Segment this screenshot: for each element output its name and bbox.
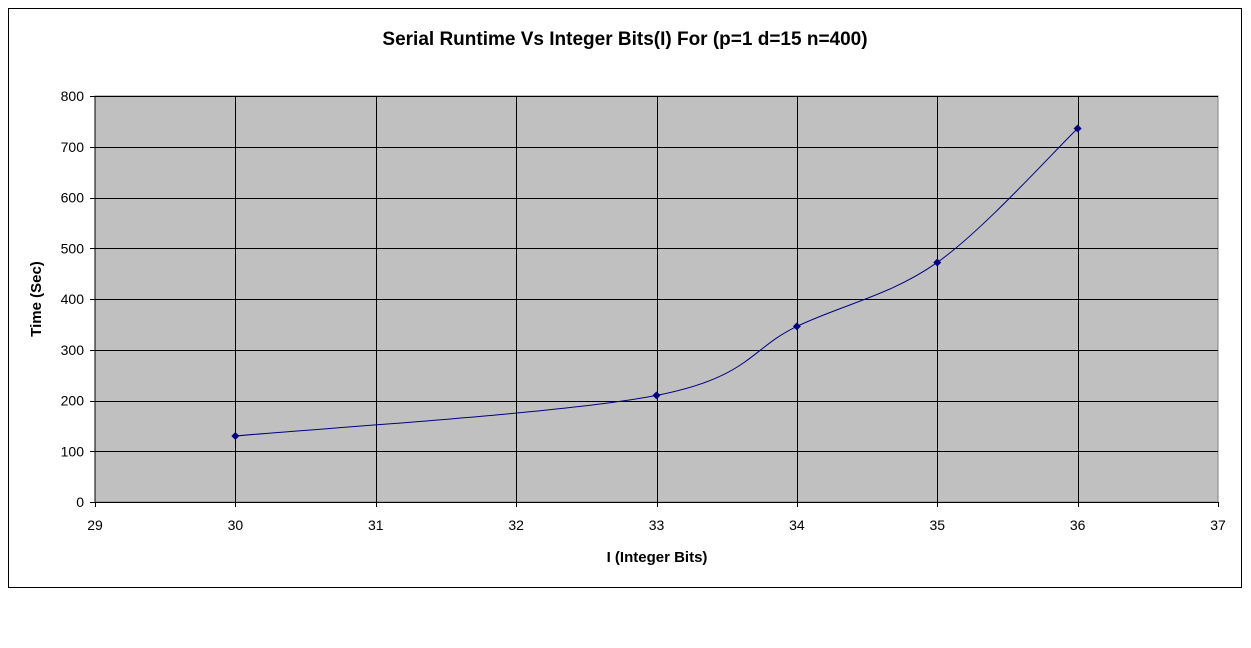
x-tick-label: 37	[1210, 517, 1226, 533]
y-tick-label: 600	[61, 190, 85, 206]
series-layer	[231, 124, 1082, 441]
y-tick-label: 300	[61, 342, 85, 358]
y-tick-label: 100	[61, 443, 85, 459]
data-point	[933, 258, 942, 267]
x-tick-label: 29	[87, 517, 103, 533]
y-tick-label: 200	[61, 393, 85, 409]
x-tick-label: 35	[929, 517, 945, 533]
gridlines	[94, 96, 1218, 503]
y-tick-label: 0	[76, 494, 84, 510]
x-axis-ticks: 29 30 31 32 33 34 35 36 37	[87, 502, 1226, 533]
chart-title: Serial Runtime Vs Integer Bits(I) For (p…	[382, 29, 867, 50]
data-point	[231, 432, 240, 441]
data-point	[652, 391, 661, 400]
x-tick-label: 30	[228, 517, 244, 533]
y-axis-ticks: 0 100 200 300 400 500 600 700 800	[61, 88, 95, 510]
x-tick-label: 33	[649, 517, 665, 533]
x-tick-label: 34	[789, 517, 805, 533]
y-tick-label: 500	[61, 240, 85, 256]
series-line	[235, 128, 1078, 437]
y-tick-label: 800	[61, 88, 85, 104]
data-point	[792, 322, 801, 331]
x-axis-title: I (Integer Bits)	[607, 549, 708, 566]
data-point	[1073, 124, 1082, 133]
x-tick-label: 32	[508, 517, 524, 533]
y-tick-label: 400	[61, 291, 85, 307]
x-tick-label: 36	[1070, 517, 1086, 533]
y-tick-label: 700	[61, 139, 85, 155]
y-axis-title: Time (Sec)	[28, 261, 45, 337]
x-tick-label: 31	[368, 517, 384, 533]
